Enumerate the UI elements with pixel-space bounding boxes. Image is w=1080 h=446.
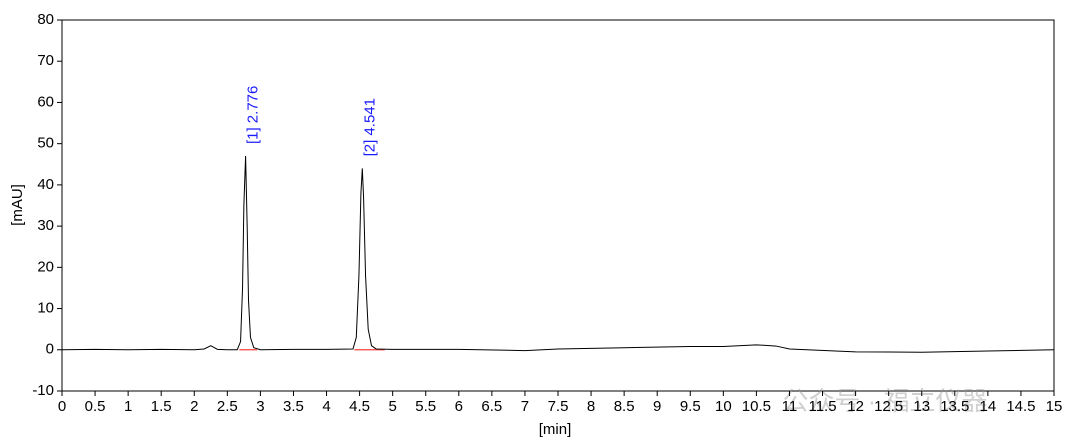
x-tick-label: 1.5 [151,398,172,415]
x-tick-label: 4 [322,398,330,415]
x-tick-label: 12 [847,398,864,415]
x-tick-label: 1 [124,398,132,415]
peak-label: [2] 4.541 [361,98,378,156]
x-tick-label: 7.5 [548,398,569,415]
x-tick-label: 6 [455,398,463,415]
x-tick-label: 11.5 [808,398,836,415]
y-tick-label: 0 [46,341,54,358]
x-tick-label: 9 [653,398,661,415]
y-axis-label: [mAU] [9,184,26,226]
x-tick-label: 15 [1046,398,1063,415]
x-tick-label: 5.5 [415,398,436,415]
x-tick-label: 2.5 [217,398,238,415]
trace [61,156,1055,353]
x-tick-label: 10.5 [742,398,771,415]
y-tick-label: 20 [37,258,54,275]
x-tick-label: 7 [521,398,529,415]
x-tick-label: 0.5 [85,398,106,415]
x-tick-label: 10 [715,398,732,415]
y-tick-label: 30 [37,217,54,234]
y-tick-label: 10 [37,300,54,317]
x-tick-label: 8.5 [614,398,635,415]
x-tick-label: 14.5 [1006,398,1035,415]
x-tick-label: 14 [980,398,997,415]
x-tick-label: 13.5 [940,398,969,415]
x-tick-label: 5 [388,398,396,415]
y-tick-label: 70 [37,52,54,69]
y-tick-label: 50 [37,135,54,152]
x-tick-label: 13 [913,398,930,415]
peak-label: [1] 2.776 [245,86,262,144]
x-tick-label: 6.5 [481,398,502,415]
x-tick-label: 3 [256,398,264,415]
x-tick-label: 0 [58,398,66,415]
y-tick-label: -10 [32,382,54,399]
x-tick-label: 3.5 [283,398,304,415]
x-tick-label: 12.5 [874,398,903,415]
plot-frame [61,19,1055,392]
y-tick-label: 60 [37,93,54,110]
watermark: 公众号 · 福立仪器 [782,386,987,416]
y-tick-label: 40 [37,176,54,193]
x-tick-label: 4.5 [349,398,370,415]
x-tick-label: 11 [782,398,798,415]
x-axis-label: [min] [539,421,572,438]
x-tick-label: 9.5 [680,398,701,415]
y-tick-label: 80 [37,11,54,28]
x-tick-label: 8 [587,398,595,415]
x-tick-label: 2 [190,398,198,415]
